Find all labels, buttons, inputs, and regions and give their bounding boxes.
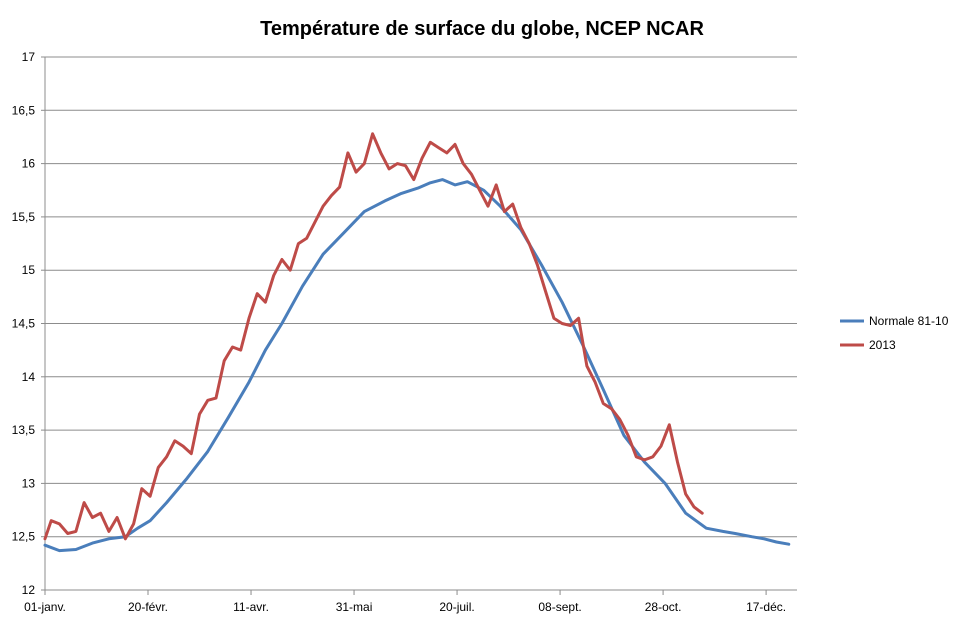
y-tick-label: 16	[22, 157, 36, 171]
y-axis-ticks: 12 12,5 13 13,5 14 14,5 15 15,5 16 16,5 17	[12, 50, 36, 597]
y-tick-label: 12,5	[12, 530, 36, 544]
chart-title: Température de surface du globe, NCEP NC…	[260, 18, 704, 40]
y-tick-label: 15,5	[12, 210, 36, 224]
x-tick-label: 20-févr.	[128, 600, 168, 614]
y-tick-label: 17	[22, 50, 36, 64]
legend: Normale 81-10 2013	[840, 314, 949, 352]
series-line-2013	[43, 132, 704, 541]
y-tick-label: 14,5	[12, 317, 36, 331]
y-tick-label: 13	[22, 476, 36, 490]
x-tick-label: 17-déc.	[746, 600, 786, 614]
y-tick-label: 12	[22, 583, 36, 597]
x-tick-label: 08-sept.	[538, 600, 581, 614]
x-tick-label: 31-mai	[336, 600, 373, 614]
x-tick-label: 20-juil.	[439, 600, 474, 614]
gridlines	[41, 56, 797, 595]
x-axis-ticks: 01-janv. 20-févr. 11-avr. 31-mai 20-juil. 08-…	[24, 600, 786, 614]
legend-label: Normale 81-10	[869, 314, 949, 328]
plot-area	[43, 132, 791, 553]
y-tick-label: 13,5	[12, 423, 36, 437]
y-tick-label: 14	[22, 370, 36, 384]
x-tick-label: 11-avr.	[233, 600, 269, 614]
legend-label: 2013	[869, 338, 896, 352]
y-tick-label: 15	[22, 263, 36, 277]
series-line-normale	[43, 178, 791, 553]
x-tick-label: 28-oct.	[645, 600, 682, 614]
y-tick-label: 16,5	[12, 103, 36, 117]
x-tick-label: 01-janv.	[24, 600, 66, 614]
